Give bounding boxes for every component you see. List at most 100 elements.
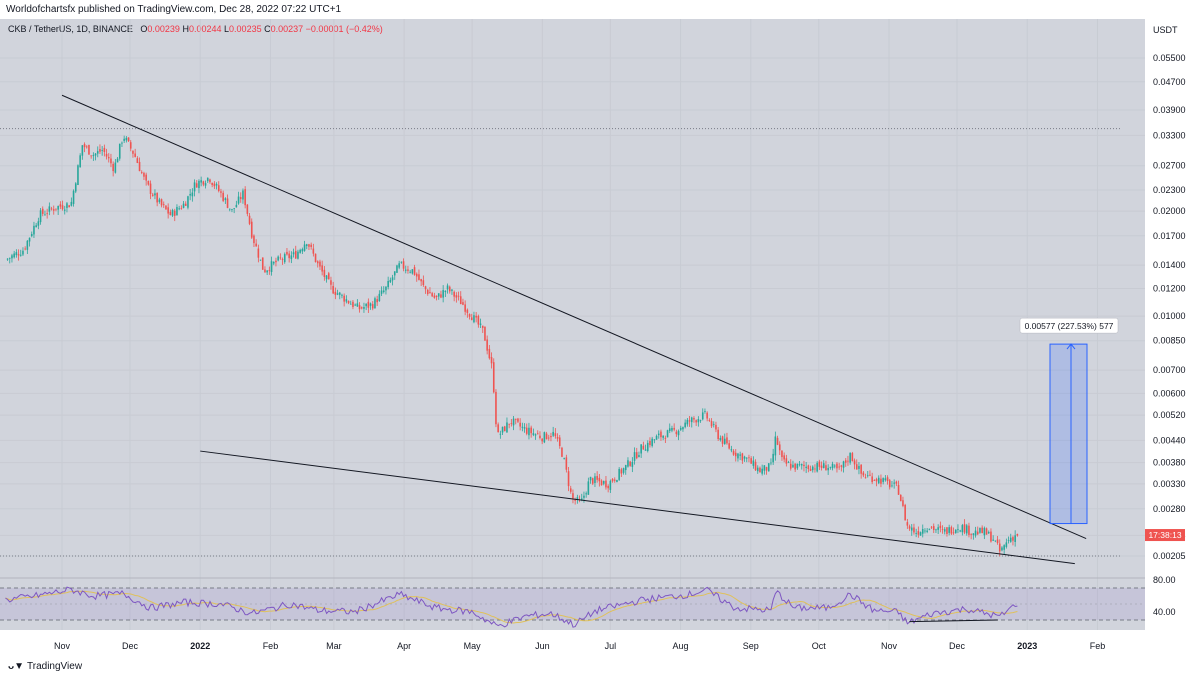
candle-body (103, 147, 106, 152)
x-tick-label: Jul (605, 641, 617, 651)
candle-body (382, 290, 385, 292)
candle-body (765, 467, 768, 471)
candle-body (783, 455, 785, 460)
candle-body (633, 452, 636, 461)
candle-body (299, 249, 301, 253)
candle-body (374, 298, 376, 309)
candle-body (847, 460, 849, 462)
candle-body (1005, 542, 1008, 547)
candle-body (66, 203, 68, 208)
candle-body (160, 199, 163, 206)
candle-body (1012, 537, 1014, 541)
candle-body (512, 418, 515, 426)
candle-body (1007, 540, 1010, 542)
x-tick-label: Dec (949, 641, 966, 651)
candle-body (732, 450, 735, 455)
candle-body (134, 153, 136, 157)
y-tick-label: 0.00520 (1153, 410, 1186, 420)
candle-body (864, 477, 867, 479)
candle-body (525, 427, 528, 434)
candle-body (138, 161, 141, 172)
candle-body (662, 435, 664, 438)
candle-body (173, 210, 176, 216)
candle-body (805, 466, 807, 468)
candle-body (880, 478, 882, 484)
candle-body (312, 248, 315, 254)
candle-body (950, 527, 953, 534)
candle-body (627, 460, 629, 467)
candle-body (171, 210, 174, 216)
candle-body (530, 427, 532, 434)
candle-body (620, 469, 623, 474)
candle-body (486, 339, 488, 351)
candle-body (26, 240, 29, 250)
candle-body (941, 528, 944, 530)
candle-body (125, 137, 128, 141)
candle-body (44, 214, 46, 216)
candle-body (503, 426, 506, 432)
candle-body (255, 243, 257, 247)
candle-body (873, 480, 876, 481)
candle-body (572, 493, 574, 499)
candle-body (563, 458, 565, 459)
candle-body (349, 303, 352, 305)
candle-body (257, 248, 260, 258)
candle-body (948, 527, 950, 533)
candle-body (719, 438, 722, 441)
candle-body (607, 485, 609, 489)
candle-body (55, 208, 57, 210)
candle-body (239, 197, 242, 200)
candle-body (558, 437, 561, 447)
candle-body (915, 533, 917, 534)
candle-body (365, 303, 367, 307)
candle-body (129, 142, 132, 149)
candle-body (930, 526, 933, 528)
candle-body (325, 275, 328, 280)
candle-body (415, 273, 418, 277)
candle-body (767, 463, 770, 472)
candle-body (884, 478, 887, 481)
change-value: −0.00001 (−0.42%) (305, 24, 383, 34)
candle-body (904, 504, 906, 521)
candle-body (222, 192, 224, 201)
candle-body (154, 193, 156, 196)
candle-body (877, 477, 880, 484)
countdown-text: 17:38:13 (1148, 530, 1181, 540)
projection-label: 0.00577 (227.53%) 577 (1025, 321, 1114, 331)
candle-body (803, 464, 805, 467)
candle-body (297, 251, 299, 259)
candle-body (127, 137, 130, 142)
candle-body (842, 461, 845, 468)
candle-body (220, 191, 222, 193)
y-tick-label: 0.00600 (1153, 388, 1186, 398)
candle-body (360, 307, 363, 309)
candle-body (411, 269, 414, 274)
x-tick-label: Feb (1090, 641, 1106, 651)
projection-box (1049, 343, 1088, 525)
candle-body (682, 427, 684, 430)
candle-body (501, 426, 504, 433)
candle-body (24, 248, 26, 250)
candle-body (426, 289, 429, 294)
candle-body (37, 221, 40, 226)
candle-body (684, 422, 686, 428)
candle-body (968, 525, 970, 535)
candle-body (244, 189, 246, 206)
y-tick-label: 0.00205 (1153, 551, 1186, 561)
candle-body (506, 422, 508, 433)
candle-body (253, 235, 255, 244)
candle-body (668, 428, 671, 431)
candle-body (748, 457, 750, 459)
countdown-tag (1145, 529, 1185, 542)
candle-body (759, 467, 761, 473)
candle-body (145, 174, 147, 181)
candle-body (728, 443, 730, 449)
candle-body (569, 488, 572, 492)
low-label: L (224, 24, 230, 34)
candle-body (466, 309, 469, 313)
candle-body (536, 433, 539, 435)
candle-body (1001, 547, 1003, 551)
candle-body (123, 138, 125, 141)
candle-body (19, 254, 22, 256)
